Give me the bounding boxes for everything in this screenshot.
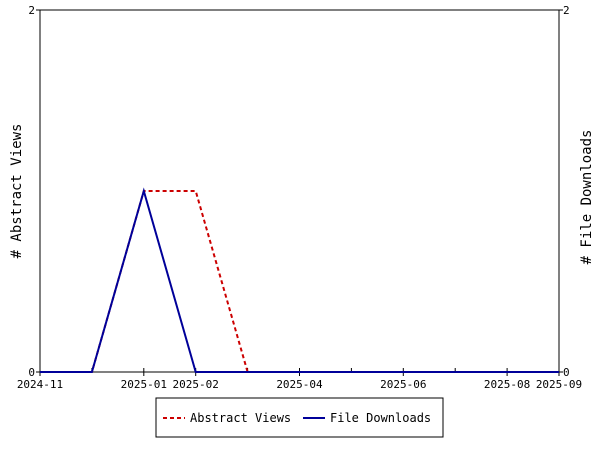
y-axes: 0 2 0 2 bbox=[28, 4, 569, 379]
plot-area bbox=[39, 9, 560, 373]
y-axis-right-title: # File Downloads bbox=[579, 130, 595, 265]
y-left-tick-label: 2 bbox=[28, 4, 35, 17]
series-layer bbox=[40, 187, 559, 373]
y-left-tick-label: 0 bbox=[28, 366, 35, 379]
x-tick-label: 2025-06 bbox=[380, 378, 426, 391]
y-right-tick-label: 0 bbox=[563, 366, 570, 379]
series-line-file-downloads bbox=[40, 187, 559, 373]
y-axis-left-title: # Abstract Views bbox=[9, 124, 25, 259]
legend-label-abstract-views: Abstract Views bbox=[190, 411, 291, 425]
x-axis: 2024-11 2025-01 2025-02 2025-04 2025-06 2025-… bbox=[17, 368, 582, 391]
legend-label-file-downloads: File Downloads bbox=[330, 411, 431, 425]
x-tick-label: 2025-09 bbox=[536, 378, 582, 391]
x-tick-label: 2025-08 bbox=[484, 378, 530, 391]
legend-box bbox=[155, 397, 444, 438]
x-tick-label: 2025-04 bbox=[276, 378, 323, 391]
x-tick-label: 2024-11 bbox=[17, 378, 63, 391]
x-tick-label: 2025-02 bbox=[173, 378, 219, 391]
y-right-tick-label: 2 bbox=[563, 4, 570, 17]
x-tick-label: 2025-01 bbox=[121, 378, 167, 391]
legend: Abstract Views File Downloads bbox=[155, 397, 444, 438]
